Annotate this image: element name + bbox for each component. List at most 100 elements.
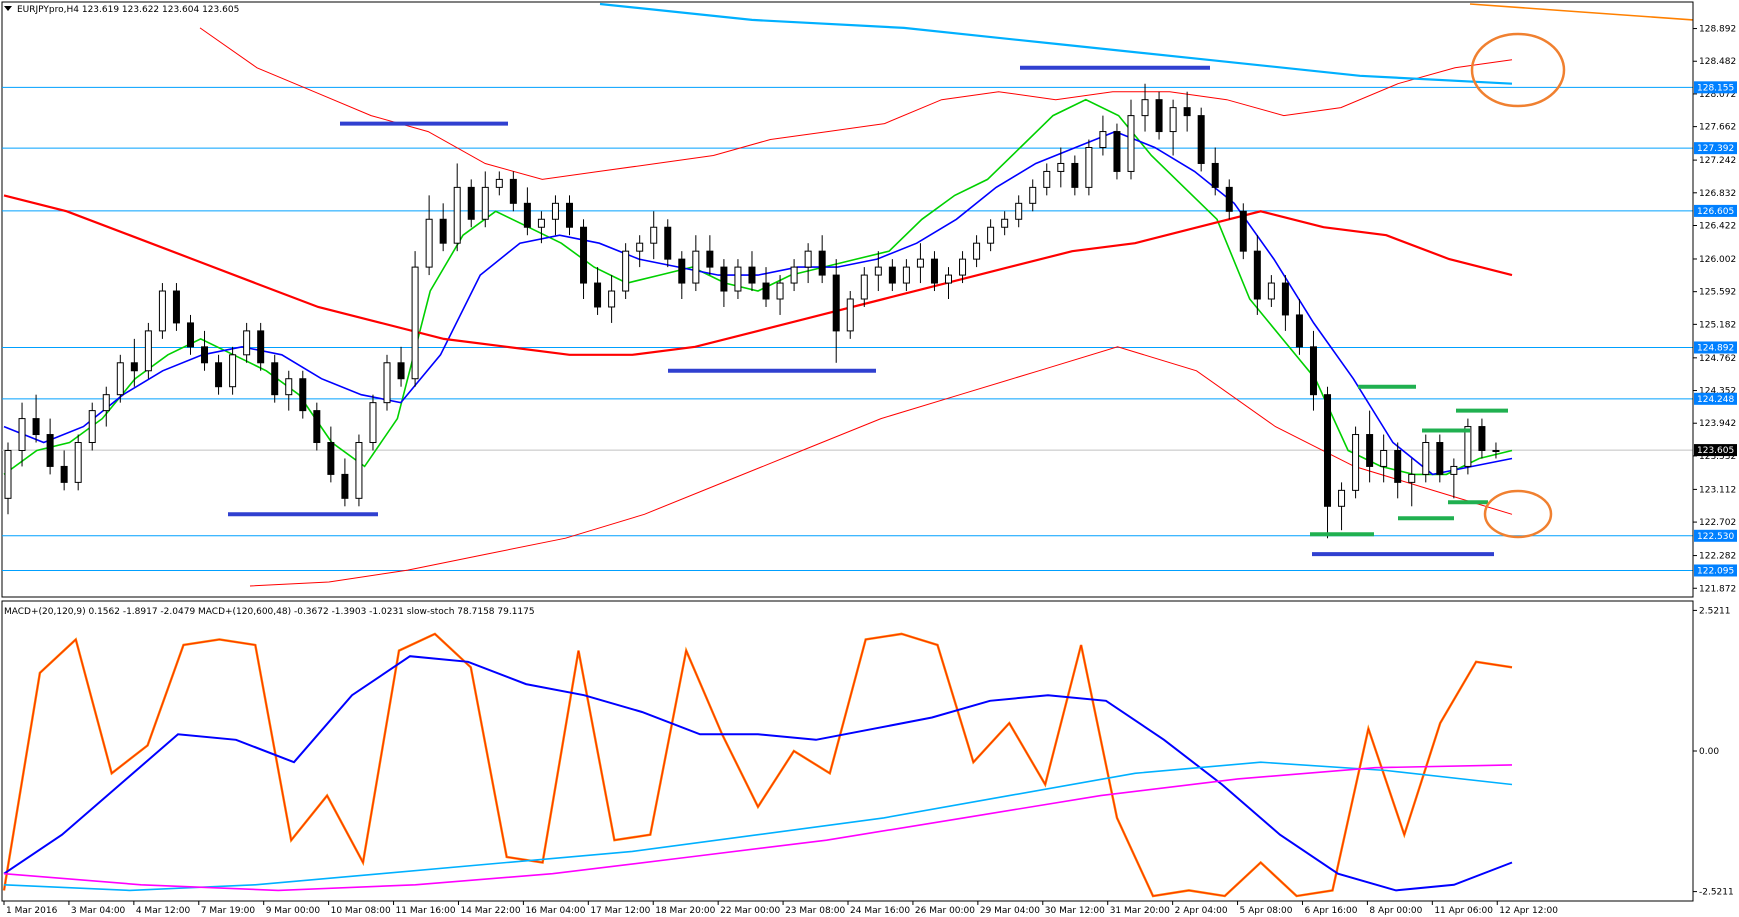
candle-body[interactable] <box>1225 186 1233 212</box>
candle-body[interactable] <box>1324 394 1332 507</box>
candle-body[interactable] <box>1366 434 1374 467</box>
candle-body[interactable] <box>916 258 924 268</box>
candle-body[interactable] <box>60 465 68 483</box>
candle-body[interactable] <box>18 418 26 451</box>
candle-body[interactable] <box>987 226 995 244</box>
candle-body[interactable] <box>1478 426 1486 451</box>
highlight-ellipse[interactable] <box>1483 489 1553 539</box>
candle-body[interactable] <box>116 362 124 396</box>
candle-body[interactable] <box>411 266 419 380</box>
candle-body[interactable] <box>1436 442 1444 475</box>
candle-body[interactable] <box>1015 202 1023 220</box>
candle-body[interactable] <box>74 442 82 483</box>
candle-body[interactable] <box>1001 218 1009 228</box>
candle-body[interactable] <box>1295 314 1303 348</box>
candle-body[interactable] <box>229 354 237 388</box>
candle-body[interactable] <box>186 322 194 348</box>
candle-body[interactable] <box>650 226 658 244</box>
candle-body[interactable] <box>397 362 405 380</box>
candle-body[interactable] <box>1155 99 1163 133</box>
candle-body[interactable] <box>1099 131 1107 149</box>
candle-body[interactable] <box>32 418 40 436</box>
candle-body[interactable] <box>790 266 798 284</box>
candle-body[interactable] <box>874 266 882 276</box>
candle-body[interactable] <box>1239 210 1247 252</box>
candle-body[interactable] <box>1071 162 1079 188</box>
candle-body[interactable] <box>299 378 307 412</box>
candle-body[interactable] <box>622 250 630 292</box>
candle-body[interactable] <box>748 266 756 284</box>
candle-body[interactable] <box>144 330 152 372</box>
candle-body[interactable] <box>495 178 503 188</box>
candle-body[interactable] <box>1394 449 1402 483</box>
candle-body[interactable] <box>467 186 475 220</box>
candle-body[interactable] <box>285 378 293 396</box>
candle-body[interactable] <box>130 362 138 372</box>
candle-body[interactable] <box>860 274 868 300</box>
candle-body[interactable] <box>551 202 559 220</box>
candle-body[interactable] <box>481 186 489 220</box>
candle-body[interactable] <box>355 442 363 499</box>
candle-body[interactable] <box>215 362 223 388</box>
candle-body[interactable] <box>776 282 784 300</box>
candle-body[interactable] <box>804 250 812 268</box>
candle-body[interactable] <box>1169 107 1177 133</box>
candle-body[interactable] <box>945 274 953 284</box>
candle-body[interactable] <box>313 410 321 444</box>
candle-body[interactable] <box>888 266 896 284</box>
candle-body[interactable] <box>1380 449 1388 467</box>
candle-body[interactable] <box>1492 449 1500 452</box>
candle-body[interactable] <box>102 394 110 412</box>
candle-body[interactable] <box>271 362 279 396</box>
candle-body[interactable] <box>832 274 840 332</box>
candle-body[interactable] <box>1253 250 1261 300</box>
candle-body[interactable] <box>439 218 447 244</box>
candle-body[interactable] <box>1057 162 1065 172</box>
candle-body[interactable] <box>88 410 96 444</box>
candle-body[interactable] <box>720 266 728 292</box>
candle-body[interactable] <box>537 218 545 228</box>
candle-body[interactable] <box>959 258 967 276</box>
candle-body[interactable] <box>1197 115 1205 164</box>
candle-body[interactable] <box>1029 186 1037 204</box>
candle-body[interactable] <box>762 282 770 300</box>
candle-body[interactable] <box>1464 426 1472 467</box>
candle-body[interactable] <box>4 449 12 499</box>
highlight-ellipse[interactable] <box>1470 32 1566 108</box>
candle-body[interactable] <box>1211 162 1219 188</box>
candle-body[interactable] <box>257 330 265 364</box>
candle-body[interactable] <box>425 218 433 268</box>
collapse-triangle-icon[interactable] <box>4 6 12 11</box>
candle-body[interactable] <box>383 362 391 404</box>
candle-body[interactable] <box>369 402 377 444</box>
candle-body[interactable] <box>201 346 209 364</box>
candle-body[interactable] <box>46 434 54 467</box>
candle-body[interactable] <box>706 250 714 268</box>
candle-body[interactable] <box>902 266 910 284</box>
candle-body[interactable] <box>1141 99 1149 117</box>
candle-body[interactable] <box>1309 346 1317 396</box>
candle-body[interactable] <box>678 258 686 284</box>
candle-body[interactable] <box>1043 170 1051 188</box>
candle-body[interactable] <box>594 282 602 308</box>
candle-body[interactable] <box>1281 282 1289 316</box>
candle-body[interactable] <box>930 258 938 284</box>
candle-body[interactable] <box>1352 434 1360 491</box>
candle-body[interactable] <box>1085 147 1093 188</box>
candle-body[interactable] <box>1267 282 1275 300</box>
candle-body[interactable] <box>692 250 700 284</box>
candle-body[interactable] <box>509 178 517 204</box>
candle-body[interactable] <box>1408 473 1416 483</box>
candle-body[interactable] <box>523 202 531 228</box>
candle-body[interactable] <box>636 242 644 252</box>
candle-body[interactable] <box>1422 442 1430 475</box>
candle-body[interactable] <box>453 186 461 244</box>
candle-body[interactable] <box>172 290 180 324</box>
candle-body[interactable] <box>846 298 854 332</box>
candle-body[interactable] <box>608 290 616 308</box>
candle-body[interactable] <box>243 330 251 356</box>
candle-body[interactable] <box>1183 107 1191 117</box>
candle-body[interactable] <box>1113 131 1121 172</box>
candle-body[interactable] <box>973 242 981 260</box>
candle-body[interactable] <box>1338 489 1346 507</box>
